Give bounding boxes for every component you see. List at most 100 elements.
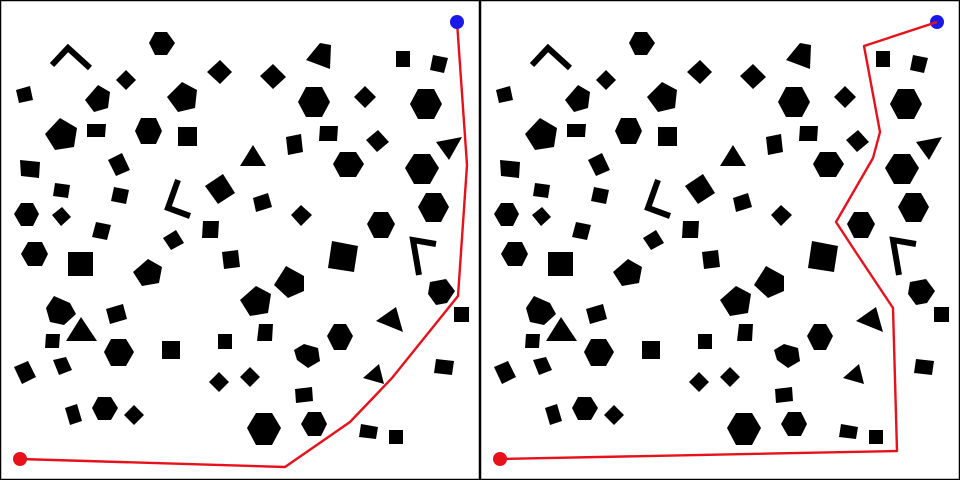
obstacle-square bbox=[178, 127, 197, 146]
obstacle-square bbox=[222, 250, 240, 269]
obstacle-square bbox=[108, 153, 130, 176]
obstacle-chevron bbox=[409, 236, 437, 276]
obstacle-rect bbox=[319, 126, 338, 141]
obstacle-hexagon bbox=[333, 152, 364, 177]
obstacle-hexagon bbox=[501, 242, 528, 266]
obstacle-square bbox=[162, 341, 180, 359]
obstacle-triangle bbox=[720, 145, 746, 166]
obstacle-hexagon bbox=[494, 203, 519, 226]
obstacle-triangle bbox=[856, 307, 883, 332]
obstacle-triangle bbox=[843, 364, 864, 384]
panel-right bbox=[479, 0, 960, 480]
obstacle-hexagon bbox=[247, 413, 281, 445]
obstacle-rect bbox=[359, 424, 378, 439]
obstacle-square bbox=[869, 430, 883, 444]
obstacle-square bbox=[454, 307, 469, 322]
obstacle-heptagon bbox=[46, 296, 76, 325]
obstacle-square bbox=[876, 51, 890, 67]
obstacle-hexagon bbox=[847, 212, 875, 238]
obstacle-square bbox=[328, 241, 358, 272]
obstacle-diamond bbox=[52, 207, 71, 226]
obstacle-hexagon bbox=[301, 412, 327, 436]
obstacle-hexagon bbox=[410, 89, 442, 119]
obstacle-pentagon bbox=[45, 118, 77, 150]
obstacle-square bbox=[163, 230, 184, 250]
obstacle-square bbox=[106, 304, 127, 324]
obstacle-square bbox=[494, 361, 516, 384]
obstacle-square bbox=[68, 252, 93, 276]
obstacle-square bbox=[591, 187, 609, 204]
obstacle-diamond bbox=[596, 70, 616, 90]
obstacle-square bbox=[698, 334, 712, 349]
obstacle-rect bbox=[567, 124, 586, 137]
obstacle-square bbox=[733, 193, 752, 212]
start-marker-left bbox=[13, 452, 27, 466]
obstacle-square bbox=[910, 55, 928, 73]
obstacle-hexagon bbox=[405, 154, 439, 184]
obstacle-diamond bbox=[209, 372, 229, 392]
obstacle-hexagon bbox=[813, 152, 844, 177]
obstacle-diamond bbox=[689, 372, 709, 392]
obstacle-square bbox=[682, 221, 699, 238]
obstacle-diamond bbox=[116, 70, 136, 90]
obstacle-chevron bbox=[889, 236, 917, 276]
obstacle-hexagon bbox=[428, 279, 455, 305]
obstacle-triangle bbox=[436, 137, 462, 160]
obstacle-pentagon bbox=[167, 82, 197, 112]
obstacle-diamond bbox=[687, 60, 712, 84]
obstacle-pentagon bbox=[525, 118, 557, 150]
planned-path-right bbox=[499, 20, 938, 461]
obstacle-square bbox=[14, 361, 36, 384]
obstacles-right bbox=[494, 32, 949, 445]
obstacle-triangle bbox=[546, 317, 577, 341]
obstacle-hexagon bbox=[629, 32, 655, 55]
obstacle-square bbox=[396, 51, 410, 67]
obstacle-square bbox=[430, 55, 448, 73]
obstacle-square bbox=[253, 193, 272, 212]
obstacle-hexagon bbox=[418, 193, 449, 222]
obstacle-rect bbox=[434, 359, 454, 375]
obstacle-triangle bbox=[363, 364, 384, 384]
obstacle-hexagon bbox=[327, 324, 353, 350]
obstacle-square bbox=[496, 86, 513, 103]
obstacle-triangle bbox=[916, 137, 942, 160]
obstacle-chevron bbox=[164, 178, 192, 219]
obstacle-hexagon bbox=[104, 339, 134, 366]
obstacle-square bbox=[934, 307, 949, 322]
obstacle-square bbox=[389, 430, 403, 444]
panel-left bbox=[0, 0, 481, 480]
obstacle-heptagon bbox=[274, 266, 304, 298]
obstacle-diamond bbox=[240, 367, 260, 387]
obstacle-pentagon bbox=[240, 286, 271, 316]
obstacle-rect bbox=[914, 359, 934, 375]
obstacle-hexagon bbox=[367, 212, 395, 238]
obstacle-heptagon bbox=[754, 266, 784, 298]
obstacle-hexagon bbox=[807, 324, 833, 350]
obstacle-square bbox=[586, 304, 607, 324]
obstacle-rect bbox=[799, 126, 818, 141]
obstacle-hexagon bbox=[21, 242, 48, 266]
obstacle-square bbox=[53, 183, 70, 198]
obstacle-square bbox=[92, 222, 111, 240]
obstacle-diamond bbox=[532, 207, 551, 226]
obstacle-pentagon bbox=[565, 85, 590, 112]
obstacle-triangle bbox=[306, 43, 331, 69]
obstacle-pentagon bbox=[720, 286, 751, 316]
obstacle-hexagon bbox=[298, 87, 330, 117]
obstacle-square bbox=[642, 341, 660, 359]
obstacle-hexagon bbox=[572, 397, 598, 420]
obstacle-square bbox=[658, 127, 677, 146]
obstacle-diamond bbox=[720, 367, 740, 387]
obstacle-pentagon bbox=[133, 259, 162, 286]
obstacle-diamond bbox=[846, 130, 869, 152]
obstacle-pentagon bbox=[613, 259, 642, 286]
obstacle-square bbox=[20, 160, 40, 178]
obstacle-heptagon bbox=[774, 344, 800, 368]
obstacle-diamond bbox=[124, 405, 144, 425]
obstacle-square bbox=[685, 174, 715, 204]
obstacle-hexagon bbox=[885, 154, 919, 184]
obstacle-hexagon bbox=[908, 279, 935, 305]
obstacle-diamond bbox=[354, 86, 376, 108]
obstacle-square bbox=[500, 160, 520, 178]
